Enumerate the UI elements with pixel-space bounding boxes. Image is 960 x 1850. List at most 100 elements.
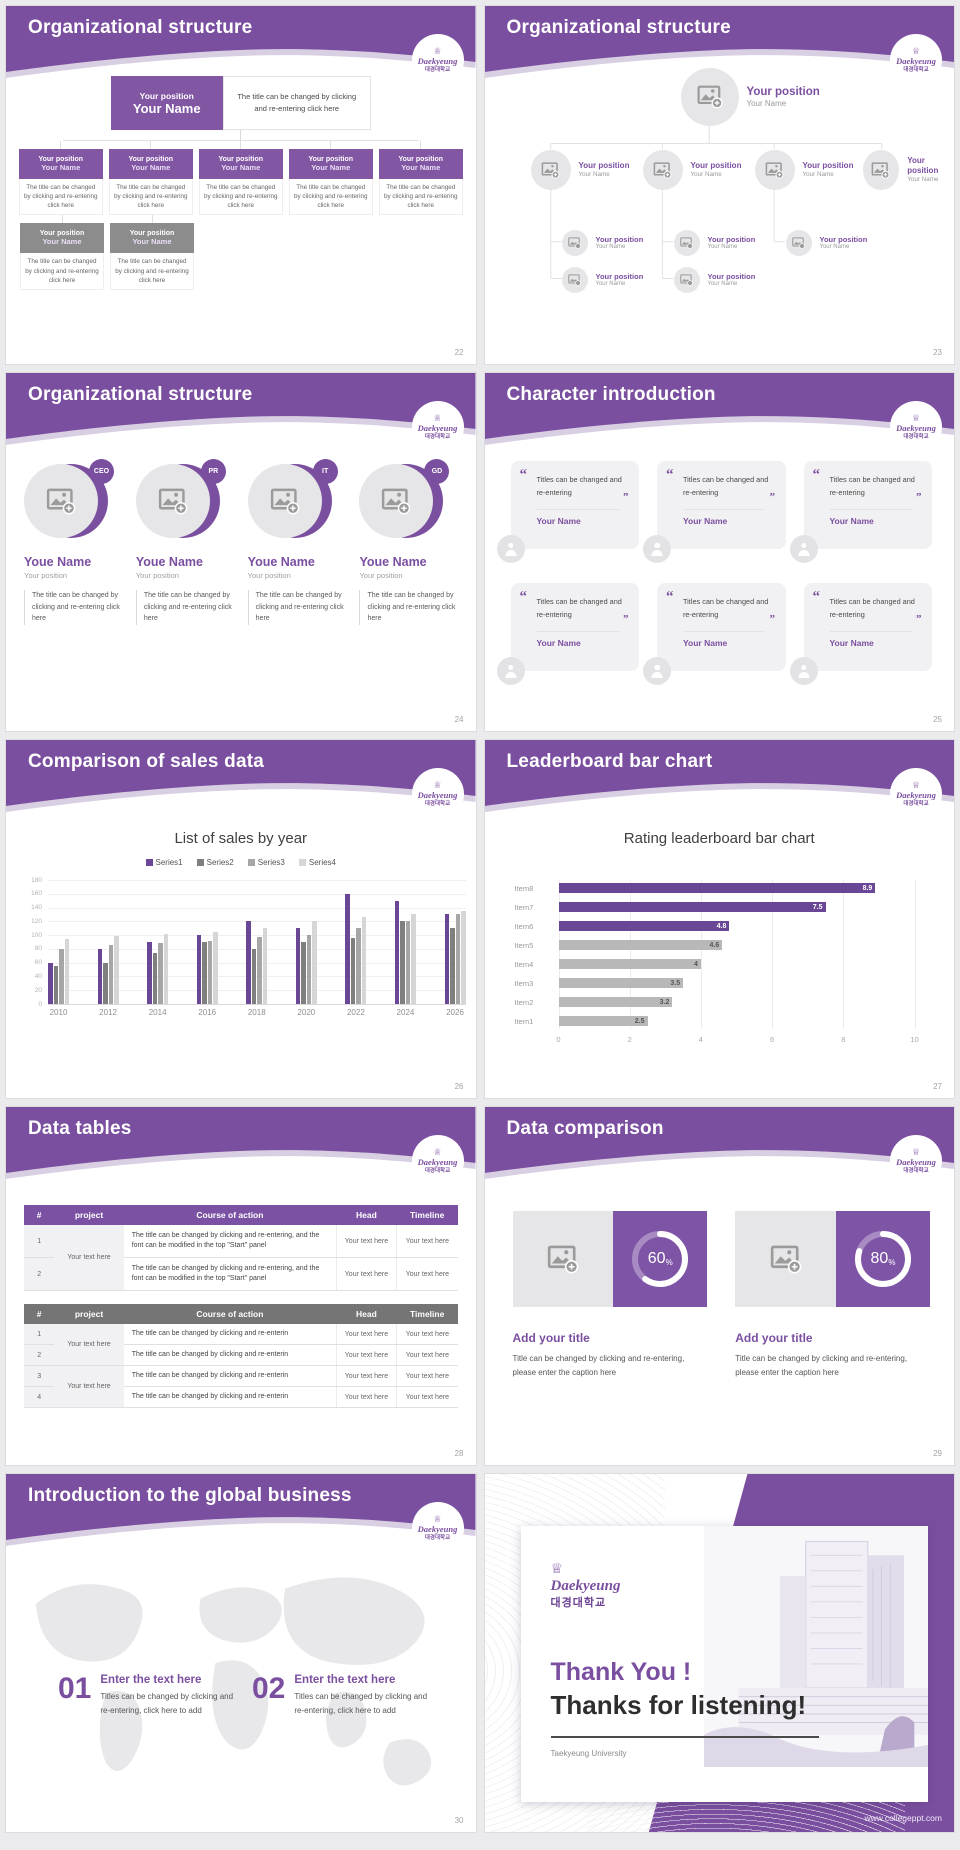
col-header: Head (336, 1205, 397, 1225)
slide-data-tables[interactable]: Data tables ♕ Daekyeung 대경대학교 # project … (5, 1106, 477, 1466)
org-node[interactable]: Your position Your Name (673, 267, 755, 293)
node-name: Your Name (131, 163, 171, 172)
role-column[interactable]: CEO Youe Name Your position The title ca… (24, 459, 126, 719)
node-name: Your Name (41, 163, 81, 172)
head-cell: Your text here (335, 1257, 397, 1291)
quote-card[interactable]: “ Titles can be changed and re-entering”… (643, 461, 786, 563)
world-map-background (6, 1544, 476, 1832)
item-number: 01 (58, 1672, 92, 1705)
org-node[interactable]: Your position Your Name (642, 150, 741, 190)
quote-card[interactable]: “ Titles can be changed and re-entering”… (789, 461, 932, 563)
logo-korean: 대경대학교 (903, 1167, 929, 1174)
university-logo-badge: ♕ Daekyeung 대경대학교 (890, 401, 942, 453)
org-node-gray[interactable]: Your position Your Name The title can be… (20, 215, 104, 290)
table-row: 1 Your text here The title can be change… (24, 1324, 458, 1366)
quote-card[interactable]: “ Titles can be changed and re-entering”… (789, 583, 932, 685)
org-node[interactable]: Your position Your Name (530, 150, 629, 190)
connector-lines (549, 125, 882, 280)
image-placeholder-icon (680, 237, 693, 249)
role-columns: CEO Youe Name Your position The title ca… (24, 459, 462, 719)
person-caption: The title can be changed by clicking and… (24, 590, 126, 625)
slide-leaderboard-chart[interactable]: Leaderboard bar chart ♕ Daekyeung 대경대학교 … (483, 739, 955, 1099)
slide-header: Data comparison ♕ Daekyeung 대경대학교 (484, 1107, 954, 1189)
table-purple[interactable]: # project Course of action Head Timeline… (24, 1205, 458, 1291)
photo-placeholder (512, 1211, 614, 1307)
root-name: Your Name (132, 100, 201, 116)
quote-card[interactable]: “ Titles can be changed and re-entering”… (496, 583, 639, 685)
quote-open-icon: “ (666, 467, 674, 483)
role-column[interactable]: GD Youe Name Your position The title can… (359, 459, 461, 719)
header-wave (6, 373, 476, 445)
org-root-node[interactable]: Your position Your Name (680, 68, 820, 126)
image-placeholder-icon (697, 85, 723, 109)
org-node[interactable]: Your position Your Name The title can be… (288, 141, 373, 216)
university-logo-badge: ♕ Daekyeung 대경대학교 (411, 401, 464, 453)
university-name: Taekyeung University (550, 1749, 627, 1758)
header-wave (484, 740, 954, 812)
comparison-panel[interactable]: 60% Add your title Title can be changed … (512, 1211, 708, 1381)
donut-chart (855, 1231, 911, 1287)
org-node[interactable]: Your position Your Name (754, 150, 853, 190)
slide-global-business[interactable]: Introduction to the global business ♕ Da… (5, 1473, 477, 1833)
org-node[interactable]: Your position Your Name The title can be… (108, 141, 193, 216)
org-node[interactable]: Your position Your Name The title can be… (18, 141, 103, 216)
page-number: 23 (933, 348, 942, 357)
role-column[interactable]: PR Youe Name Your position The title can… (135, 459, 238, 719)
comparison-panel[interactable]: 80% Add your title Title can be changed … (735, 1211, 930, 1381)
numbered-item[interactable]: 02 Enter the text here Titles can be cha… (252, 1674, 436, 1719)
slide-title: Organizational structure (28, 17, 253, 38)
slide-data-comparison[interactable]: Data comparison ♕ Daekyeung 대경대학교 (483, 1106, 955, 1466)
header-wave (484, 1107, 954, 1179)
slide-title: Character introduction (506, 384, 716, 405)
org-node[interactable]: Your position Your Name The title can be… (378, 141, 463, 216)
photo-placeholder: PR (135, 459, 226, 541)
slide-header: Organizational structure ♕ Daekyeung 대경대… (6, 373, 476, 455)
donut-value: 60% (647, 1250, 673, 1267)
crown-icon: ♕ (433, 1514, 442, 1525)
org-node[interactable]: Your position Your Name The title can be… (198, 141, 283, 216)
comparison-panels: 60% Add your title Title can be changed … (512, 1211, 930, 1381)
page-number: 26 (454, 1082, 464, 1091)
org-root-note[interactable]: The title can be changed by clicking and… (222, 76, 371, 130)
item-caption: Titles can be changed by clicking and re… (100, 1692, 234, 1716)
org-node[interactable]: Your position Your Name (862, 150, 955, 190)
closing-headings: Thank You ! Thanks for listening! Taekye… (550, 1658, 819, 1758)
quote-card[interactable]: “ Titles can be changed and re-entering”… (496, 461, 639, 563)
numbered-item[interactable]: 01 Enter the text here Titles can be cha… (58, 1674, 242, 1719)
node-caption: The title can be changed by clicking and… (18, 179, 103, 216)
org-node[interactable]: Your position Your Name (673, 230, 755, 256)
photo-placeholder: GD (359, 459, 450, 541)
logo-script: Daekyeung (417, 1157, 458, 1168)
logo-korean: 대경대학교 (424, 66, 451, 73)
org-node[interactable]: Your position Your Name (785, 230, 867, 256)
slide-org-chart-roles[interactable]: Organizational structure ♕ Daekyeung 대경대… (5, 372, 477, 732)
quote-close-icon: ” (769, 613, 776, 626)
logo-script: Daekyeung (896, 790, 936, 801)
role-column[interactable]: IT Youe Name Your position The title can… (247, 459, 350, 719)
logo-korean: 대경대학교 (424, 1534, 451, 1541)
org-node[interactable]: Your position Your Name (561, 230, 644, 256)
table-row: 2 The title can be changed by clicking a… (24, 1257, 458, 1291)
photo-placeholder (673, 230, 700, 256)
org-node-gray[interactable]: Your position Your Name The title can be… (110, 215, 194, 290)
node-position: Your position (398, 156, 444, 163)
slide-character-introduction[interactable]: Character introduction ♕ Daekyeung 대경대학교… (483, 372, 955, 732)
slide-org-chart-boxes[interactable]: Organizational structure ♕ Daekyeung 대경대… (5, 5, 477, 365)
node-position: Your position (595, 234, 644, 244)
row-number: 2 (24, 1344, 55, 1366)
quote-close-icon: ” (769, 491, 776, 504)
org-root-node[interactable]: Your position Your Name (110, 76, 223, 130)
slide-thank-you[interactable]: www.collegeppt.com ♕ Daekyeung 대경대학교 T (483, 1473, 955, 1833)
image-placeholder-icon (158, 488, 188, 515)
person-name: Youe Name (135, 555, 203, 569)
node-name: Your Name (746, 99, 787, 109)
logo-korean: 대경대학교 (424, 1167, 451, 1174)
slide-sales-chart[interactable]: Comparison of sales data ♕ Daekyeung 대경대… (5, 739, 477, 1099)
table-row: 3 Your text here The title can be change… (24, 1365, 458, 1408)
table-gray[interactable]: # project Course of action Head Timeline… (24, 1304, 458, 1408)
image-placeholder-icon (770, 1245, 801, 1273)
slide-org-chart-circles[interactable]: Organizational structure ♕ Daekyeung 대경대… (483, 5, 955, 365)
quote-card[interactable]: “ Titles can be changed and re-entering”… (643, 583, 786, 685)
org-node[interactable]: Your position Your Name (561, 267, 643, 293)
node-name: Your Name (707, 280, 738, 287)
